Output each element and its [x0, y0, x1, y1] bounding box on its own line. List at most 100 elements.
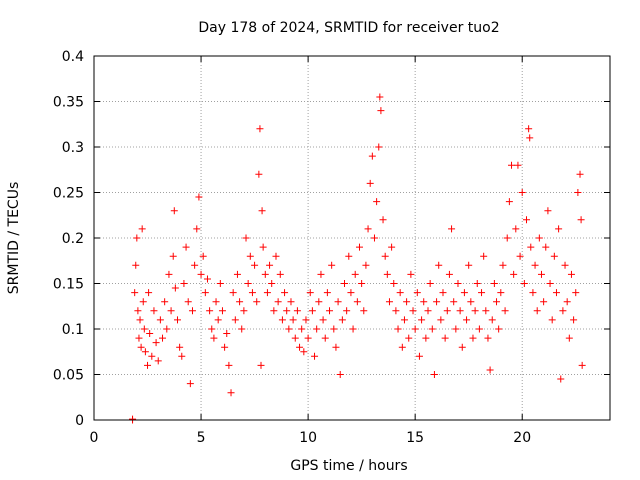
data-point [561, 261, 569, 269]
data-point [383, 270, 391, 278]
data-point [188, 307, 196, 315]
data-point [140, 325, 148, 333]
data-point [289, 316, 297, 324]
data-point [248, 289, 256, 297]
data-point [193, 225, 201, 233]
y-tick-label: 0.05 [53, 368, 84, 384]
data-point [150, 307, 158, 315]
data-point [233, 270, 241, 278]
data-point [544, 207, 552, 215]
data-point [266, 261, 274, 269]
data-point [131, 289, 139, 297]
data-point [565, 334, 573, 342]
x-tick-label: 15 [406, 430, 424, 446]
data-point [227, 389, 235, 397]
data-point [456, 307, 464, 315]
data-point [270, 307, 278, 315]
data-point [392, 307, 400, 315]
data-point [330, 325, 338, 333]
data-point [195, 193, 203, 201]
data-point [488, 316, 496, 324]
data-point [486, 366, 494, 374]
data-point [338, 316, 346, 324]
data-point [349, 325, 357, 333]
data-point [287, 298, 295, 306]
data-point [186, 380, 194, 388]
data-point [358, 280, 366, 287]
data-point [347, 289, 355, 297]
data-point [482, 307, 490, 315]
data-point [298, 325, 306, 333]
data-point [385, 298, 393, 306]
data-point [353, 298, 361, 306]
x-tick-label: 5 [197, 430, 206, 446]
data-point [529, 289, 537, 297]
data-point [244, 280, 252, 287]
data-point [180, 280, 188, 287]
data-point [276, 270, 284, 278]
data-point [345, 252, 353, 260]
data-point [171, 284, 179, 292]
data-point [518, 189, 526, 196]
data-point [351, 270, 359, 278]
data-point [460, 289, 468, 297]
data-point [208, 325, 216, 333]
data-point [225, 361, 233, 369]
data-point [283, 307, 291, 315]
data-point [381, 252, 389, 260]
data-point [577, 216, 585, 224]
data-point [377, 107, 385, 115]
data-point [138, 225, 146, 233]
data-point [326, 307, 334, 315]
data-point [263, 289, 271, 297]
data-point [535, 234, 543, 242]
data-point [285, 325, 293, 333]
data-point [572, 289, 580, 297]
data-point [257, 361, 265, 369]
y-tick-label: 0.35 [53, 95, 84, 111]
data-point [176, 343, 184, 351]
data-point [398, 343, 406, 351]
data-point [302, 316, 310, 324]
data-point [497, 289, 505, 297]
data-point [191, 261, 199, 269]
data-point [223, 330, 231, 338]
x-axis-ticks: 0 5 10 15 20 [90, 56, 531, 446]
data-point [304, 334, 312, 342]
data-point [526, 134, 534, 142]
data-point [422, 334, 430, 342]
data-point [552, 289, 560, 297]
data-point [437, 316, 445, 324]
data-point [490, 280, 498, 287]
data-point [567, 270, 575, 278]
data-point [274, 298, 282, 306]
data-point [426, 280, 434, 287]
data-point [411, 325, 419, 333]
data-point [238, 325, 246, 333]
data-point [197, 270, 205, 278]
data-point [319, 316, 327, 324]
data-point [522, 216, 530, 224]
data-point [139, 298, 147, 306]
data-point [542, 243, 550, 251]
data-point [315, 298, 323, 306]
data-point [501, 307, 509, 315]
data-point [413, 289, 421, 297]
data-point [441, 334, 449, 342]
data-point [376, 93, 384, 101]
data-point [390, 280, 398, 287]
data-point [246, 252, 254, 260]
data-point [503, 234, 511, 242]
data-point [201, 289, 209, 297]
data-point [366, 179, 374, 187]
data-point [259, 243, 267, 251]
data-point [167, 307, 175, 315]
data-point [218, 307, 226, 315]
data-point [214, 316, 222, 324]
data-point [221, 343, 229, 351]
data-point [293, 307, 301, 315]
data-point [433, 298, 441, 306]
x-tick-label: 10 [299, 430, 317, 446]
y-axis-label: SRMTID / TECUs [6, 182, 22, 295]
